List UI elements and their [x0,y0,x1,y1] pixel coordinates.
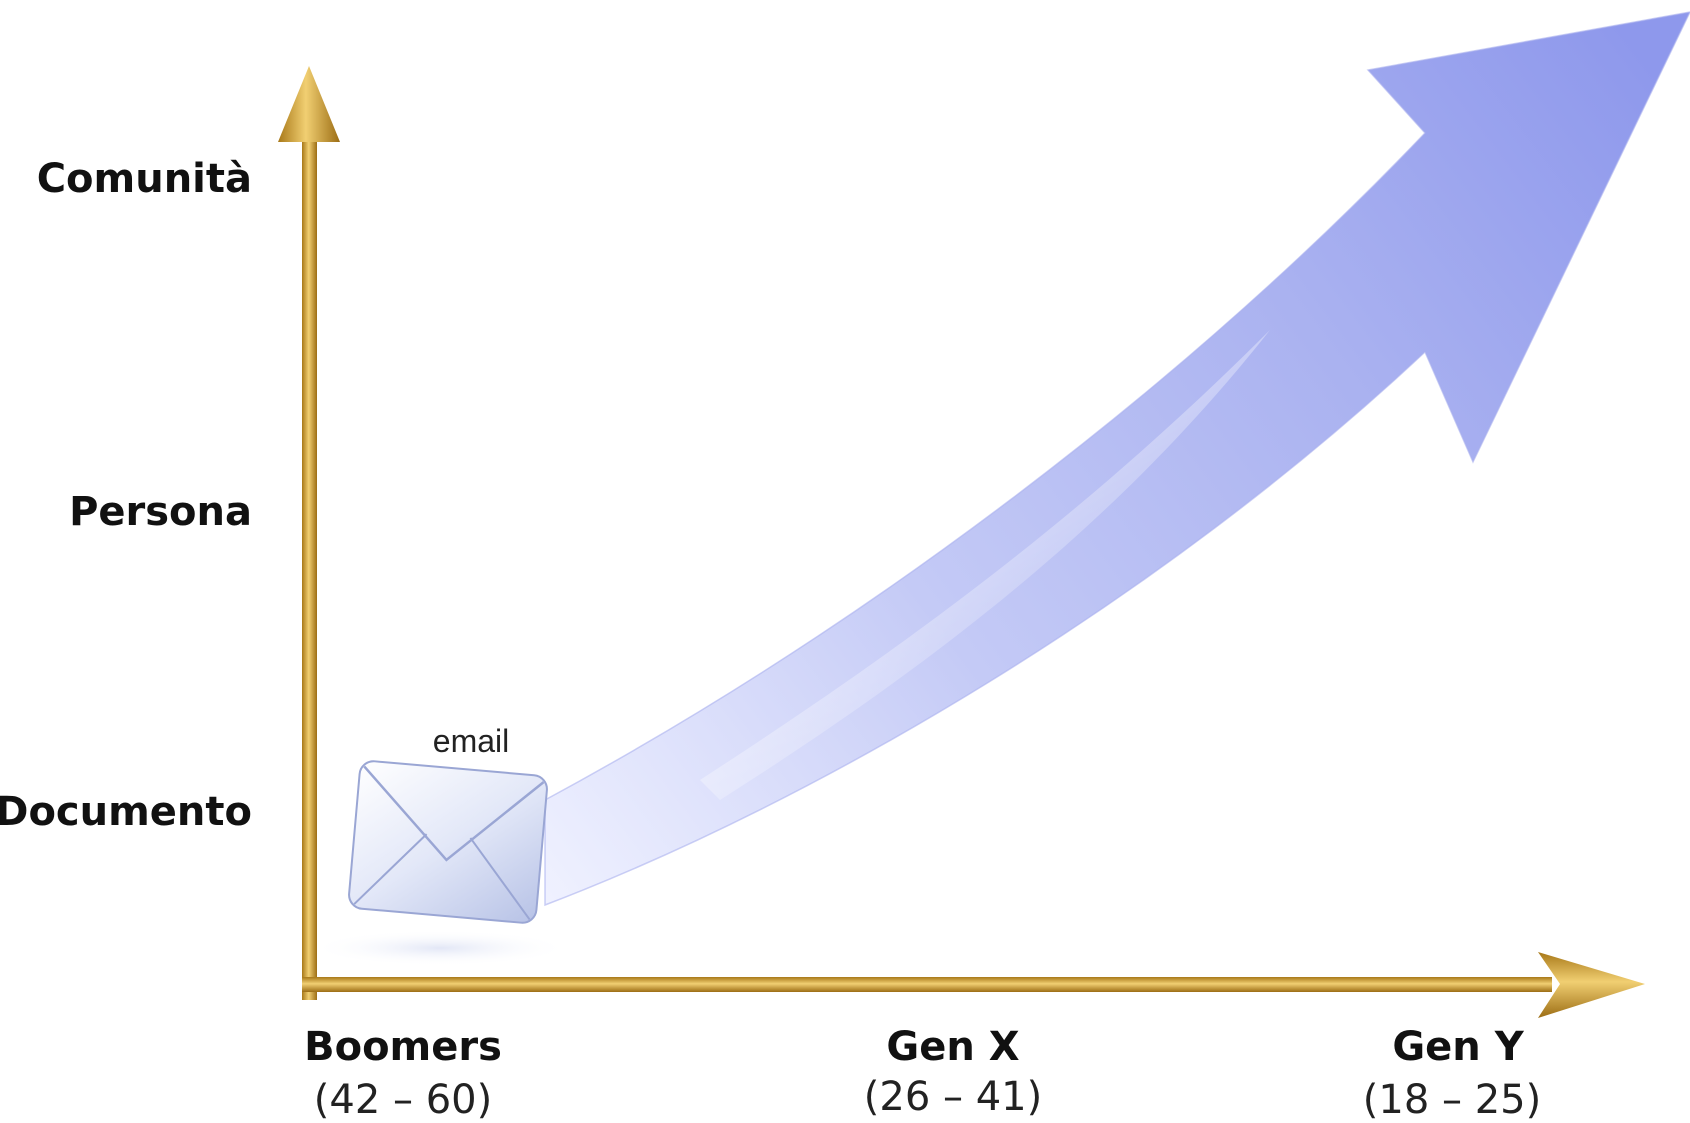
email-label: email [433,723,509,759]
x-range-boomers: (42 – 60) [314,1077,492,1123]
x-label-gen-y: Gen Y [1392,1024,1524,1070]
envelope-shadow [310,930,570,966]
x-label-gen-x: Gen X [886,1024,1019,1070]
x-range-gen-y: (18 – 25) [1363,1077,1541,1123]
y-label-comunita: Comunità [37,156,252,202]
envelope-icon [348,760,548,924]
y-axis [278,66,340,1000]
y-label-documento: Documento [0,789,252,835]
x-label-boomers: Boomers [304,1024,502,1070]
x-axis [302,952,1645,1018]
growth-arrow [544,11,1690,907]
y-label-persona: Persona [69,489,252,535]
x-range-gen-x: (26 – 41) [864,1074,1042,1120]
